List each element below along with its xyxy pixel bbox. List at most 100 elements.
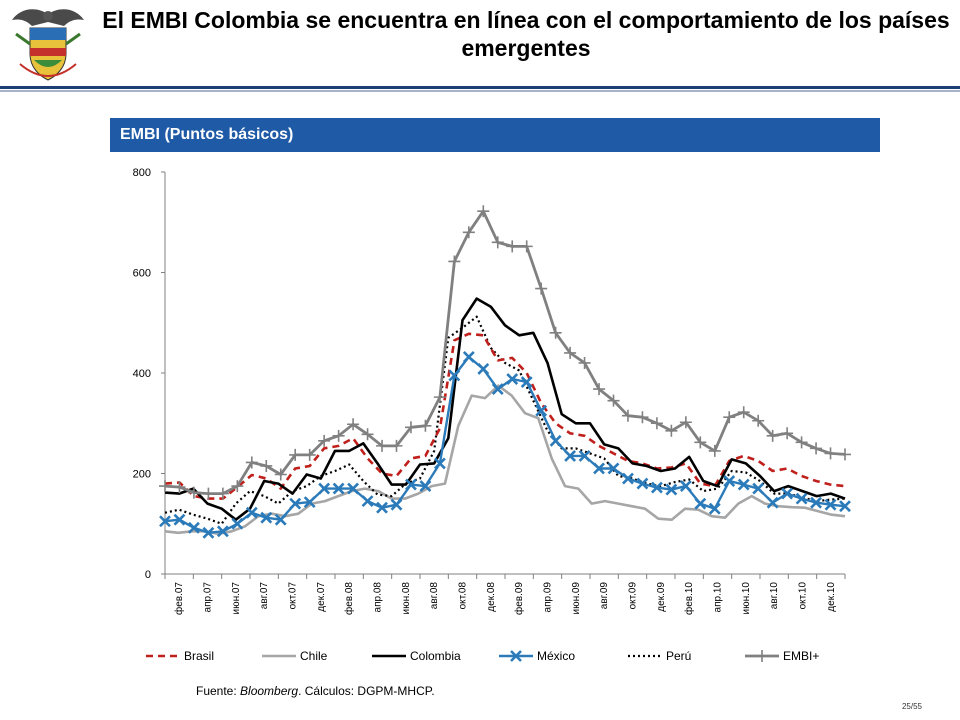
y-tick-label: 600 <box>133 268 151 280</box>
x-tick-label: авг.10 <box>769 582 780 610</box>
data-point-mexico <box>694 497 707 510</box>
legend-label: México <box>537 649 575 663</box>
data-point-embi <box>433 391 446 404</box>
data-point-mexico <box>781 487 794 500</box>
data-point-embi <box>766 429 779 442</box>
data-point-embi <box>376 439 389 452</box>
data-point-mexico <box>766 496 779 509</box>
section-heading: EMBI (Puntos básicos) <box>120 126 294 143</box>
source-italic: Bloomberg <box>240 684 299 698</box>
section-heading-band: EMBI (Puntos básicos) <box>110 118 880 152</box>
data-point-embi <box>462 226 475 239</box>
x-tick-label: окт.09 <box>628 582 639 610</box>
data-point-mexico <box>477 363 490 375</box>
x-tick-label: фев.09 <box>513 582 525 615</box>
data-point-mexico <box>188 521 200 534</box>
legend-label: Colombia <box>410 649 461 663</box>
y-tick-label: 0 <box>145 569 151 581</box>
data-point-embi <box>839 448 851 461</box>
x-tick-label: дек.10 <box>826 582 837 612</box>
data-point-embi <box>723 411 736 424</box>
data-point-mexico <box>361 495 374 508</box>
data-point-mexico <box>216 525 229 538</box>
x-tick-label: апр.09 <box>543 582 554 613</box>
data-point-mexico <box>433 457 446 470</box>
source-suffix: . Cálculos: DGPM-MHCP. <box>298 684 435 698</box>
y-tick-label: 400 <box>133 368 151 380</box>
data-point-mexico <box>708 502 721 515</box>
data-point-embi <box>260 459 273 472</box>
data-point-embi <box>448 255 461 268</box>
data-point-embi <box>636 411 649 424</box>
data-point-mexico <box>723 475 736 487</box>
data-point-mexico <box>549 434 562 447</box>
data-point-mexico <box>405 478 417 491</box>
data-point-mexico <box>448 369 461 382</box>
source-note: Fuente: Bloomberg. Cálculos: DGPM-MHCP. <box>196 684 435 698</box>
data-point-mexico <box>810 496 822 509</box>
x-tick-label: авг.08 <box>429 582 440 610</box>
legend-marker <box>756 650 768 662</box>
x-tick-label: апр.07 <box>203 582 214 613</box>
data-point-embi <box>274 468 287 481</box>
series-line-colombia <box>164 297 846 522</box>
x-tick-label: дек.08 <box>486 582 497 612</box>
series-line-chile <box>164 384 846 536</box>
data-point-embi <box>390 439 403 452</box>
data-point-embi <box>520 240 533 253</box>
data-point-embi <box>477 205 490 218</box>
data-point-mexico <box>260 511 273 524</box>
data-point-embi <box>332 429 345 442</box>
x-tick-label: июн.10 <box>741 582 752 615</box>
title-rule <box>0 86 960 89</box>
data-point-mexico <box>752 482 765 495</box>
data-point-embi <box>665 424 678 437</box>
legend-label: Chile <box>300 649 328 663</box>
data-point-embi <box>187 486 200 499</box>
data-point-embi <box>752 414 765 427</box>
data-point-embi <box>318 434 331 447</box>
data-point-embi <box>564 346 577 359</box>
legend-label: EMBI+ <box>783 649 819 663</box>
x-tick-label: фев.07 <box>173 582 185 615</box>
data-point-embi <box>824 447 837 460</box>
x-tick-label: авг.07 <box>259 582 270 610</box>
data-point-embi <box>419 419 432 432</box>
x-tick-label: апр.08 <box>373 582 384 613</box>
data-point-mexico <box>231 517 244 530</box>
data-point-mexico <box>593 462 605 475</box>
y-tick-label: 200 <box>133 469 151 481</box>
x-tick-label: окт.08 <box>458 582 469 610</box>
data-point-embi <box>621 409 634 422</box>
data-point-mexico <box>289 497 302 510</box>
data-point-embi <box>173 481 186 494</box>
data-point-embi <box>506 240 519 253</box>
data-point-mexico <box>564 449 577 462</box>
data-point-mexico <box>839 500 851 513</box>
data-point-embi <box>578 356 591 369</box>
data-point-mexico <box>332 482 345 495</box>
data-point-mexico <box>159 515 171 528</box>
x-tick-label: июн.09 <box>571 582 582 615</box>
data-point-embi <box>245 456 258 469</box>
data-point-mexico <box>202 526 215 539</box>
data-point-mexico <box>679 480 692 492</box>
data-point-mexico <box>173 513 186 526</box>
data-point-embi <box>303 448 316 461</box>
series-line-mxico <box>164 355 846 534</box>
data-point-embi <box>491 236 504 249</box>
page-number: 25/55 <box>901 702 922 711</box>
legend-label: Brasil <box>184 649 214 663</box>
data-point-mexico <box>520 376 533 388</box>
x-tick-label: дек.09 <box>656 582 667 612</box>
data-point-embi <box>679 416 692 429</box>
data-point-mexico <box>795 492 808 505</box>
series-line-per <box>164 315 846 525</box>
data-point-mexico <box>578 449 591 462</box>
data-point-embi <box>549 326 562 339</box>
x-tick-label: фев.10 <box>683 582 695 615</box>
title-rule-shadow <box>0 90 960 92</box>
data-point-mexico <box>506 373 519 385</box>
data-point-embi <box>781 427 794 440</box>
